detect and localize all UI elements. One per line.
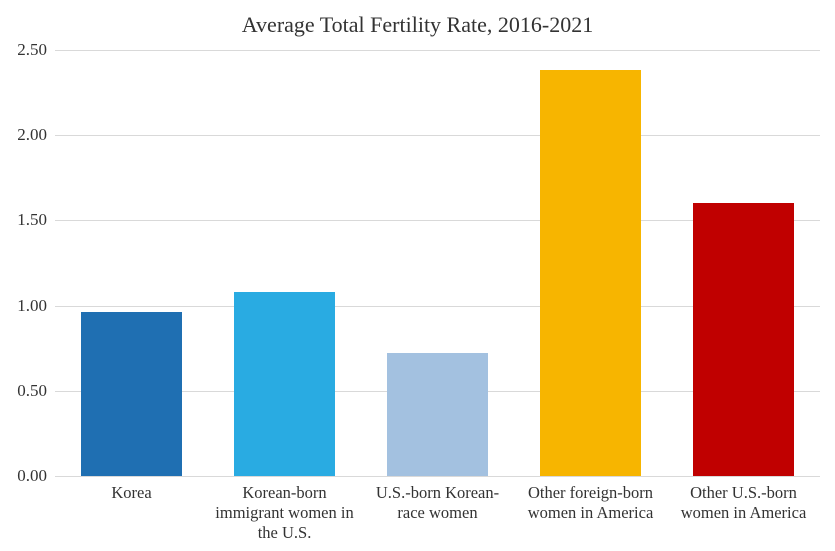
x-tick-label: Other foreign-born women in America [514, 479, 667, 551]
gridline [55, 476, 820, 477]
bar [693, 203, 794, 476]
bar [234, 292, 335, 476]
chart-title: Average Total Fertility Rate, 2016-2021 [0, 0, 835, 46]
y-tick-label: 2.50 [17, 40, 47, 60]
x-tick-label: U.S.-born Korean-race women [361, 479, 514, 551]
bar-slot [208, 50, 361, 476]
chart-container: Average Total Fertility Rate, 2016-2021 … [0, 0, 835, 551]
y-tick-label: 0.00 [17, 466, 47, 486]
bar-slot [514, 50, 667, 476]
y-tick-label: 2.00 [17, 125, 47, 145]
x-tick-label: Korean-born immigrant women in the U.S. [208, 479, 361, 551]
x-tick-label: Other U.S.-born women in America [667, 479, 820, 551]
y-tick-label: 1.00 [17, 296, 47, 316]
y-tick-label: 1.50 [17, 210, 47, 230]
bar [387, 353, 488, 476]
bars-group [55, 50, 820, 476]
bar-slot [55, 50, 208, 476]
bar-slot [667, 50, 820, 476]
bar [81, 312, 182, 476]
bar [540, 70, 641, 476]
x-axis-labels: KoreaKorean-born immigrant women in the … [55, 479, 820, 551]
plot-area: 0.000.501.001.502.002.50 [55, 50, 820, 476]
bar-slot [361, 50, 514, 476]
x-tick-label: Korea [55, 479, 208, 551]
y-tick-label: 0.50 [17, 381, 47, 401]
